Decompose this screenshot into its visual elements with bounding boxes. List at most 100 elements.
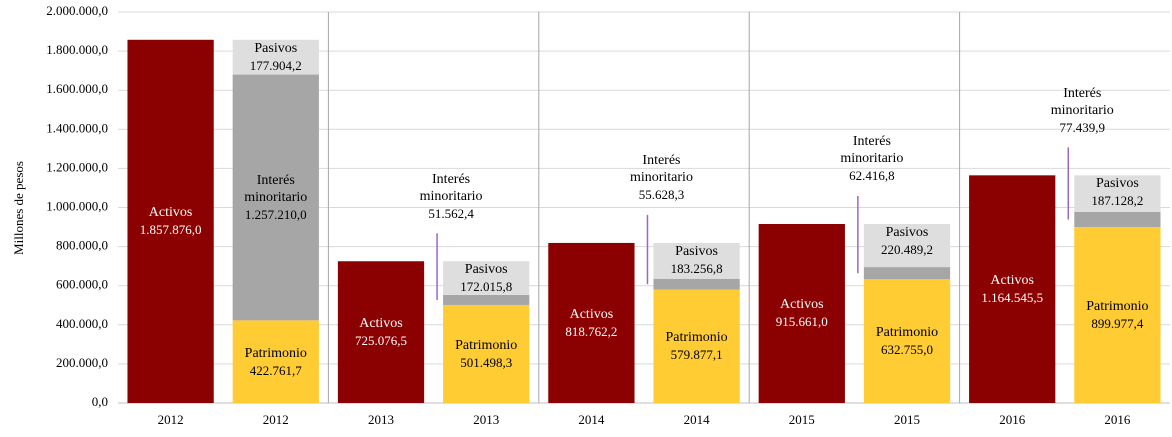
bar-segment <box>653 278 740 290</box>
value-label: 915.661,0 <box>775 314 828 330</box>
bar-segment <box>443 294 530 305</box>
x-tick-label: 2015 <box>789 412 815 427</box>
series-name: Interés minoritario <box>1050 85 1114 118</box>
series-name: Pasivos <box>1095 176 1139 192</box>
label-box: Interés minoritario 55.628,3 <box>606 145 716 211</box>
value-label: 55.628,3 <box>638 187 685 203</box>
x-tick-label: 2012 <box>158 412 184 427</box>
bar-segment <box>863 279 951 403</box>
value-label: 632.755,0 <box>880 342 933 358</box>
value-label: 172.015,8 <box>460 279 513 295</box>
label-box: Interés minoritario 62.416,8 <box>817 126 927 192</box>
bar-segment <box>548 242 635 403</box>
label-box: Interés minoritario 77.439,9 <box>1027 77 1137 143</box>
value-label: 187.128,2 <box>1091 193 1144 209</box>
x-tick-label: 2016 <box>1104 412 1131 427</box>
value-label: 62.416,8 <box>849 168 895 184</box>
label-box: Activos 915.661,0 <box>759 283 845 343</box>
label-box: Pasivos 187.128,2 <box>1074 175 1160 209</box>
value-label: 1.164.545,5 <box>981 290 1044 306</box>
y-tick-label: 600.000,0 <box>56 277 108 292</box>
bar-segment <box>653 289 740 403</box>
label-box: Activos 818.762,2 <box>548 293 634 353</box>
series-name: Activos <box>990 273 1034 289</box>
value-label: 1.257.210,0 <box>244 206 307 222</box>
bar-segment <box>758 223 845 403</box>
label-box: Patrimonio 501.498,3 <box>443 324 529 384</box>
series-name: Interés minoritario <box>629 153 693 186</box>
bar-segment <box>863 223 951 268</box>
series-name: Patrimonio <box>455 337 518 353</box>
y-tick-label: 800.000,0 <box>56 238 108 253</box>
bar-segment <box>1074 175 1161 212</box>
series-name: Pasivos <box>885 224 929 240</box>
series-name: Activos <box>780 297 824 313</box>
series-name: Patrimonio <box>244 345 307 361</box>
series-name: Patrimonio <box>875 325 939 341</box>
y-tick-label: 2.000.000,0 <box>46 3 108 18</box>
label-box: Activos 1.857.876,0 <box>127 191 213 251</box>
series-name: Activos <box>148 205 193 221</box>
bar-segment <box>232 320 319 403</box>
x-tick-label: 2016 <box>999 412 1026 427</box>
bar-segment <box>443 304 530 403</box>
x-tick-label: 2014 <box>684 412 711 427</box>
label-box: Interés minoritario 1.257.210,0 <box>233 167 319 227</box>
bar-segment <box>1074 211 1161 228</box>
bar-segment <box>1074 227 1161 403</box>
label-box: Activos 725.076,5 <box>338 302 424 362</box>
label-box: Pasivos 172.015,8 <box>443 261 529 295</box>
label-box: Pasivos 183.256,8 <box>653 243 739 277</box>
value-label: 501.498,3 <box>460 354 513 370</box>
value-label: 77.439,9 <box>1059 119 1106 135</box>
bar-segment <box>127 39 214 403</box>
bar-segment <box>969 175 1056 403</box>
y-tick-label: 1.600.000,0 <box>46 81 108 96</box>
label-box: Activos 1.164.545,5 <box>969 259 1055 319</box>
y-tick-label: 1.800.000,0 <box>46 42 108 57</box>
series-name: Activos <box>569 306 614 322</box>
series-name: Patrimonio <box>1086 299 1149 315</box>
bar-segment <box>232 74 319 321</box>
series-name: Interés minoritario <box>244 172 308 205</box>
label-box: Interés minoritario 51.562,4 <box>396 163 506 229</box>
x-tick-label: 2013 <box>368 412 394 427</box>
bar-segment <box>653 242 740 279</box>
value-label: 899.977,4 <box>1091 316 1144 332</box>
x-tick-label: 2013 <box>473 412 499 427</box>
y-tick-label: 1.200.000,0 <box>46 159 108 174</box>
bar-segment <box>863 267 951 280</box>
label-box: Pasivos 220.489,2 <box>864 224 950 258</box>
label-box: Patrimonio 632.755,0 <box>864 311 950 371</box>
value-label: 183.256,8 <box>670 260 723 276</box>
value-label: 1.857.876,0 <box>139 222 202 238</box>
y-tick-label: 1.000.000,0 <box>46 198 108 213</box>
y-tick-label: 200.000,0 <box>56 355 108 370</box>
value-label: 220.489,2 <box>880 241 933 257</box>
bar-segment <box>232 39 319 75</box>
value-label: 51.562,4 <box>428 205 474 221</box>
y-tick-label: 1.400.000,0 <box>46 120 108 135</box>
series-name: Pasivos <box>675 243 718 259</box>
value-label: 818.762,2 <box>565 323 618 339</box>
label-box: Pasivos 177.904,2 <box>233 40 319 74</box>
label-box: Patrimonio 422.761,7 <box>233 332 319 392</box>
